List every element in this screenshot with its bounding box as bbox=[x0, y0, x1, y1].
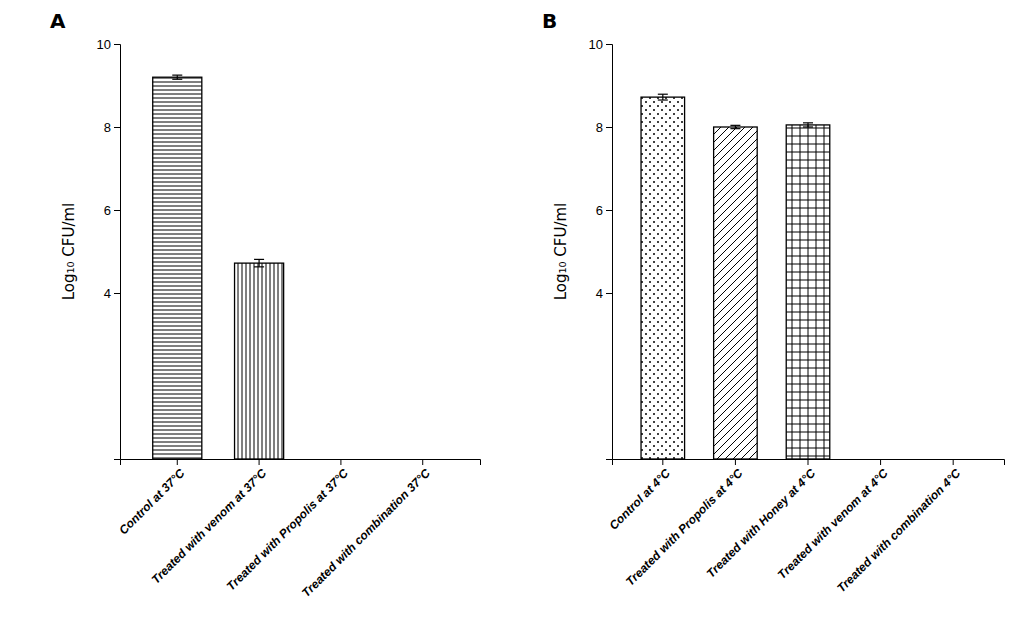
tick-label: 10 bbox=[589, 37, 603, 52]
error-bar-cap bbox=[172, 75, 182, 76]
error-bar bbox=[658, 94, 668, 100]
chart-root: 4 6 8 10 Control at 37°CTreated with venom a… bbox=[0, 0, 1028, 631]
error-bar-cap bbox=[254, 266, 264, 267]
tick-mark bbox=[422, 459, 423, 465]
tick: 4 bbox=[596, 286, 612, 301]
tick-mark bbox=[114, 127, 120, 128]
panel: 4 6 8 10 Control at 37°CTreated with venom a… bbox=[50, 9, 481, 600]
tick: 10 bbox=[589, 37, 612, 52]
tick: Treated with combination 4°C bbox=[834, 459, 963, 595]
tick: Control at 4°C bbox=[606, 459, 673, 533]
y-axis: 4 6 8 10 bbox=[589, 37, 613, 460]
error-bar-cap bbox=[658, 94, 668, 95]
tick: Treated with combination 37°C bbox=[299, 459, 433, 600]
error-bar-cap bbox=[730, 128, 740, 129]
axis-line bbox=[114, 45, 121, 460]
tick-mark bbox=[114, 210, 120, 211]
tick-label: Treated with Propolis at 4°C bbox=[623, 466, 746, 589]
error-bar-cap bbox=[730, 125, 740, 126]
error-bar-stem bbox=[258, 259, 259, 266]
error-bar bbox=[172, 75, 182, 79]
tick-label: 8 bbox=[596, 120, 603, 135]
axis-line bbox=[606, 45, 613, 460]
tick: Control at 37°C bbox=[116, 459, 188, 537]
tick-mark bbox=[606, 44, 612, 45]
axis-line bbox=[613, 460, 1005, 466]
bar bbox=[153, 77, 202, 459]
panel-label: B bbox=[542, 9, 557, 33]
error-bar-stem bbox=[662, 94, 663, 100]
bar bbox=[235, 263, 284, 459]
error-bar bbox=[803, 123, 813, 127]
error-bar-cap bbox=[803, 122, 813, 123]
tick-mark bbox=[880, 459, 881, 465]
error-bar-cap bbox=[803, 126, 813, 127]
error-bar-stem bbox=[177, 75, 178, 79]
tick-mark bbox=[177, 459, 178, 465]
plot-area bbox=[153, 75, 284, 459]
tick-mark bbox=[259, 459, 260, 465]
tick-label: 6 bbox=[596, 203, 603, 218]
tick-mark bbox=[606, 210, 612, 211]
tick-label: Treated with combination 4°C bbox=[834, 466, 963, 595]
tick-mark bbox=[606, 293, 612, 294]
tick: 4 bbox=[104, 286, 120, 301]
error-bar bbox=[730, 125, 740, 128]
error-bar-stem bbox=[807, 123, 808, 127]
tick-label: 6 bbox=[104, 203, 111, 218]
x-axis: Control at 4°CTreated with Propolis at 4… bbox=[606, 459, 1004, 595]
tick-mark bbox=[662, 459, 663, 465]
tick-mark bbox=[340, 459, 341, 465]
tick: Treated with Propolis at 4°C bbox=[623, 459, 746, 589]
tick-label: Control at 37°C bbox=[116, 466, 188, 538]
tick-mark bbox=[735, 459, 736, 465]
bar bbox=[786, 125, 830, 459]
axis-title: Log₁₀ CFU/ml bbox=[60, 203, 78, 301]
tick: 6 bbox=[104, 203, 120, 218]
error-bar-cap bbox=[172, 79, 182, 80]
tick: 8 bbox=[104, 120, 120, 135]
tick-label: Control at 4°C bbox=[606, 466, 673, 533]
error-bar bbox=[254, 259, 264, 266]
tick-label: 4 bbox=[104, 286, 111, 301]
axis-title: Log₁₀ CFU/ml bbox=[552, 203, 570, 301]
plot-area bbox=[641, 94, 830, 459]
tick-mark bbox=[606, 127, 612, 128]
tick-label: Treated with combination 37°C bbox=[299, 466, 433, 600]
y-axis: 4 6 8 10 bbox=[97, 37, 121, 460]
error-bar-cap bbox=[254, 259, 264, 260]
panel: 4 6 8 10 Control at 4°CTreated with Propolis… bbox=[542, 9, 1005, 595]
tick: 6 bbox=[596, 203, 612, 218]
tick-label: 10 bbox=[97, 37, 111, 52]
bar bbox=[641, 97, 685, 459]
tick-mark bbox=[953, 459, 954, 465]
panel-label: A bbox=[50, 9, 66, 33]
tick-mark bbox=[114, 44, 120, 45]
tick-label: 4 bbox=[596, 286, 603, 301]
error-bar-cap bbox=[658, 99, 668, 100]
tick: 10 bbox=[97, 37, 120, 52]
tick-mark bbox=[808, 459, 809, 465]
axis-line bbox=[121, 460, 481, 466]
x-axis: Control at 37°CTreated with venom at 37°… bbox=[116, 459, 480, 600]
tick-label: 8 bbox=[104, 120, 111, 135]
tick-mark bbox=[114, 293, 120, 294]
tick: 8 bbox=[596, 120, 612, 135]
bar bbox=[714, 127, 758, 459]
